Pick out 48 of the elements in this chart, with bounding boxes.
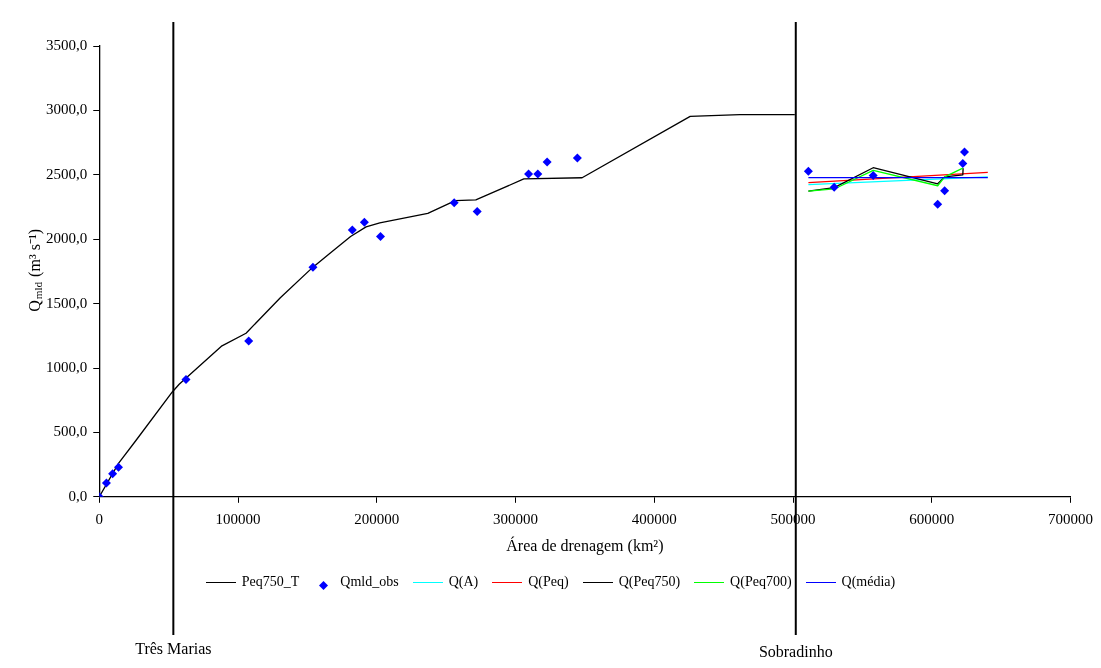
point xyxy=(376,232,385,241)
point xyxy=(359,217,369,227)
legend-label: Q(média) xyxy=(841,574,896,590)
x-tick-label: 0 xyxy=(95,510,103,527)
x-tick-label: 600000 xyxy=(909,510,955,527)
y-tick-label: 2500,0 xyxy=(46,165,88,182)
x-tick-label: 100000 xyxy=(215,510,261,527)
point xyxy=(244,336,254,346)
point xyxy=(108,469,118,479)
y-tick-label: 0,0 xyxy=(68,487,88,504)
point xyxy=(542,157,552,167)
point xyxy=(868,170,878,180)
point xyxy=(572,153,582,163)
point xyxy=(347,225,357,235)
ref-line-label: Sobradinho xyxy=(758,643,833,661)
point xyxy=(308,262,318,272)
point xyxy=(940,186,950,196)
legend-label: Q(Peq750) xyxy=(618,574,681,590)
y-tick-label: 3000,0 xyxy=(46,101,88,118)
x-tick-label: 700000 xyxy=(1048,510,1093,527)
point xyxy=(958,158,968,168)
point xyxy=(181,375,191,385)
legend-label: Q(Peq700) xyxy=(730,574,792,590)
point xyxy=(101,478,111,488)
x-axis-title: Área de drenagem (km²) xyxy=(506,536,664,555)
x-tick-label: 300000 xyxy=(493,510,538,527)
y-tick-label: 3500,0 xyxy=(46,36,88,53)
point xyxy=(933,199,943,209)
legend-label: Qmld_obs xyxy=(340,574,399,590)
legend-label: Q(Peq) xyxy=(528,574,569,590)
y-axis-title: Qmld (m³ s⁻¹) xyxy=(26,228,45,312)
y-tick-label: 1000,0 xyxy=(46,358,88,375)
point xyxy=(524,169,534,179)
point xyxy=(449,198,459,208)
y-tick-label: 500,0 xyxy=(53,423,88,440)
y-tick-label: 2000,0 xyxy=(46,230,88,247)
ref-line-label: Três Marias xyxy=(135,640,212,658)
y-tick-label: 1500,0 xyxy=(46,294,88,311)
legend-label: Q(A) xyxy=(448,574,479,590)
point xyxy=(829,182,839,192)
point xyxy=(472,207,482,217)
point xyxy=(114,462,123,472)
point xyxy=(960,147,969,157)
legend-label: Peq750_T xyxy=(241,574,300,590)
x-tick-label: 400000 xyxy=(631,510,677,527)
point xyxy=(533,169,543,179)
x-tick-label: 200000 xyxy=(354,510,400,527)
point xyxy=(803,166,813,176)
